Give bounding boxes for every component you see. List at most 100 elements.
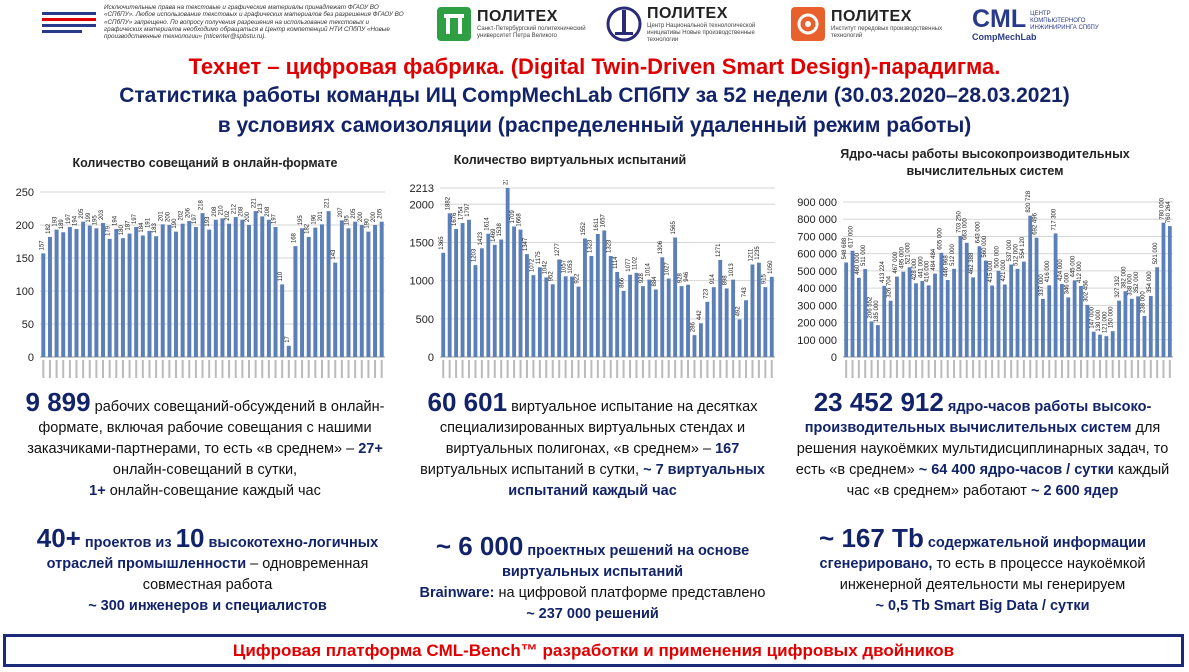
y-tick-label: 150 (16, 253, 34, 265)
bar (140, 235, 145, 357)
bar-value-label: 512 000 (1014, 243, 1020, 265)
bar (926, 285, 931, 357)
bar (660, 257, 665, 357)
x-tick-label (314, 360, 317, 378)
x-tick-label (934, 360, 937, 378)
x-tick-label (538, 360, 541, 378)
y-tick-label: 300 000 (797, 300, 837, 312)
y-tick-label: 0 (831, 352, 837, 364)
bar-value-label: 195 (298, 215, 304, 226)
x-tick-label (571, 360, 574, 378)
bar-value-label: 205 (79, 208, 85, 219)
x-tick-label (770, 360, 773, 378)
x-tick-label (984, 360, 987, 378)
bar-value-label: 187 (126, 220, 132, 231)
x-tick-label (751, 360, 754, 378)
bar-value-label: 663 000 (963, 217, 969, 239)
bar-value-label: 207 (338, 207, 344, 218)
x-tick-label (442, 360, 445, 378)
x-tick-label (360, 360, 363, 378)
bar-value-label: 1175 (536, 251, 542, 265)
x-tick-label (908, 360, 911, 378)
bar-value-label: 130 000 (1096, 309, 1102, 331)
x-tick-label (674, 360, 677, 378)
x-tick-label (474, 360, 477, 378)
stat-number: ~ 0,5 Tb Smart Big Data / сутки (875, 598, 1090, 614)
x-tick-label (1162, 360, 1165, 378)
bar (952, 268, 956, 357)
bar-value-label: 462 388 (969, 252, 975, 274)
bar (147, 230, 152, 357)
x-tick-label (480, 360, 483, 378)
x-tick-label (1060, 360, 1063, 378)
bar-value-label: 221 (252, 197, 258, 208)
cml-logo-name: CML (972, 4, 1027, 33)
bar-value-label: 199 (86, 212, 92, 223)
bar (61, 232, 66, 357)
bar (933, 273, 937, 357)
bar (180, 223, 185, 357)
bar-value-label: 121 000 (1102, 311, 1108, 333)
bar-value-label: 1611 (594, 217, 600, 231)
bar (589, 255, 594, 357)
bar (1060, 283, 1064, 357)
x-tick-label (102, 360, 105, 378)
bar (744, 300, 748, 357)
x-tick-label (48, 360, 51, 378)
stat-number: ~ 7 виртуальных испытаний каждый час (508, 462, 765, 499)
bar (359, 225, 364, 357)
y-tick-label: 0 (28, 352, 34, 364)
bar-value-label: 1271 (716, 243, 722, 257)
x-tick-label (513, 360, 516, 378)
x-tick-label (75, 360, 78, 378)
x-tick-label (851, 360, 854, 378)
x-tick-label (281, 360, 284, 378)
x-tick-label (208, 360, 211, 378)
bar (120, 238, 125, 357)
bar (379, 221, 384, 357)
y-tick-label: 600 000 (797, 249, 837, 261)
x-tick-label (241, 360, 244, 378)
x-tick-label (845, 360, 848, 378)
bar (673, 237, 678, 357)
x-tick-label (725, 360, 728, 378)
bar (319, 224, 324, 357)
bar-value-label: 1614 (484, 217, 490, 231)
bar-value-label: 605 000 (937, 227, 943, 249)
bar (641, 286, 645, 357)
bar (1066, 297, 1071, 357)
x-tick-label (1149, 360, 1152, 378)
bar (692, 335, 697, 357)
bar (47, 236, 52, 357)
stat-text: – одновременная совместная работа (142, 556, 369, 593)
bar (467, 219, 471, 357)
bar-value-label: 196 (311, 214, 317, 225)
bar-value-label: 184 (139, 222, 145, 233)
x-tick-label (680, 360, 683, 378)
x-tick-label (1054, 360, 1057, 378)
stat-number: 167 (715, 441, 740, 457)
x-tick-label (946, 360, 949, 378)
x-tick-label (532, 360, 535, 378)
y-tick-label: 500 000 (797, 266, 837, 278)
stat-text: высокотехно-логичных отраслей промышленн… (46, 535, 379, 572)
stats-solutions: ~ 6 000 проектных решений на основе вирт… (415, 533, 770, 625)
x-tick-label (320, 360, 323, 378)
x-tick-label (712, 360, 715, 378)
bar-value-label: 202 (179, 210, 185, 221)
bar-value-label: 197 (132, 213, 138, 224)
x-tick-label (972, 360, 975, 378)
x-tick-label (525, 360, 528, 378)
x-tick-label (201, 360, 204, 378)
x-tick-label (965, 360, 968, 378)
bar-value-label: 197 (66, 213, 72, 224)
bar (1129, 298, 1134, 357)
footer-banner: Цифровая платформа CML-Bench™ разработки… (3, 634, 1184, 667)
bar (1161, 222, 1166, 357)
bar (366, 231, 371, 357)
x-tick-label (327, 360, 330, 378)
x-tick-label (1010, 360, 1013, 378)
x-tick-label (340, 360, 343, 378)
bar-value-label: 183 (152, 223, 158, 234)
stats-projects: 40+ проектов из 10 высокотехно-логичных … (25, 525, 390, 617)
